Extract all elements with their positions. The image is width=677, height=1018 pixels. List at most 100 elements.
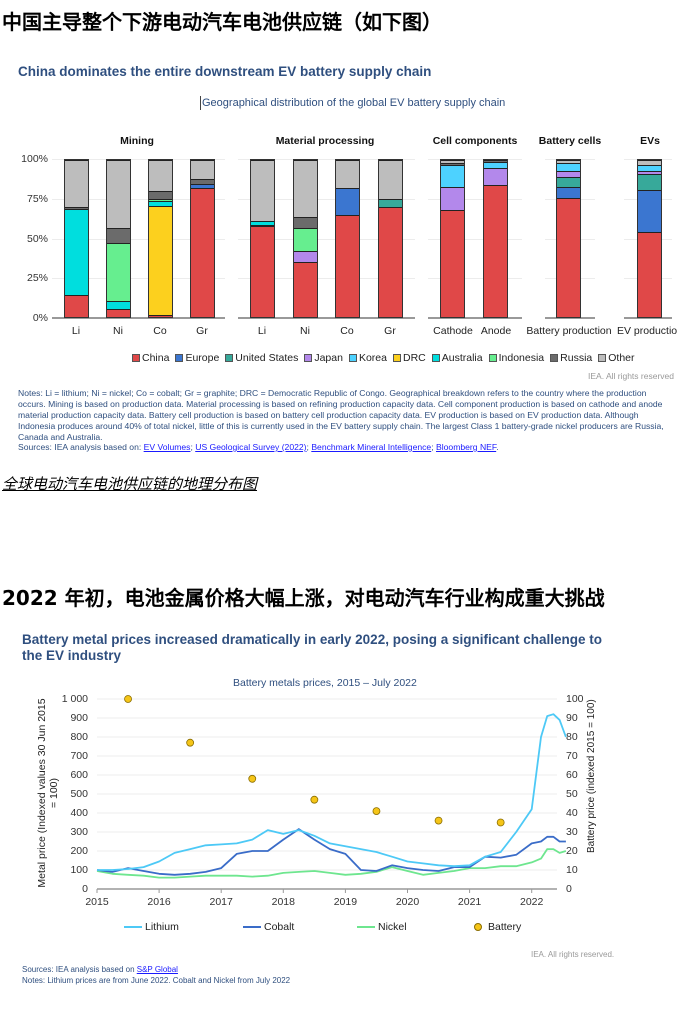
bar-segment-japan [484,167,507,186]
x-tick-label: 2022 [520,896,544,908]
y-tick: 100% [21,153,48,165]
chart1-rights: IEA. All rights reserved [588,371,674,381]
bar-segment-china [379,207,402,317]
nickel-line-swatch-icon [357,926,375,928]
bar-segment-china [149,315,172,317]
y-left-tick: 1 000 [61,693,88,705]
battery-price-point [248,774,257,783]
chart2-subtitle: Battery metals prices, 2015 – July 2022 [233,677,417,689]
bar-segment-indonesia [107,243,130,302]
legend-item-russia: Russia [550,352,592,364]
y-left-tick: 500 [70,788,88,800]
group-label-battery-cells: Battery cells [538,135,602,147]
bar-segment-europe [557,186,580,198]
gridline [428,159,522,160]
bar-segment-australia [251,221,274,226]
bar-segment-japan [441,186,464,211]
chart2-notes: Notes: Lithium prices are from June 2022… [22,976,291,985]
legend-swatch-icon [431,354,440,362]
y-left-tick: 200 [70,845,88,857]
bar-segment-china [251,226,274,317]
bar-segment-korea [484,161,507,168]
battery-price-point [434,816,443,825]
bar-segment-other [107,160,130,228]
category-label: Gr [384,325,396,337]
bar-segment-other [379,160,402,200]
y-tick: 50% [26,233,48,245]
legend-swatch-icon [304,354,313,362]
bar-segment-indonesia [149,199,172,201]
bar-segment-russia [149,191,172,200]
legend-swatch-icon [550,354,559,362]
x-axis-baseline [624,317,672,319]
bar-segment-china [638,232,661,317]
bar-segment-europe [191,183,214,189]
bar-segment-china [557,197,580,317]
legend-item-united-states: United States [225,352,298,364]
source-link-ev-volumes[interactable]: EV Volumes [143,442,191,452]
y-left-tick: 900 [70,712,88,724]
chart2-sources: Sources: IEA analysis based on S&P Globa… [22,965,178,974]
y-left-tick: 400 [70,807,88,819]
sources-prefix: Sources: IEA analysis based on: [18,442,144,452]
y-right-tick: 60 [566,769,578,781]
group-label-material-processing: Material processing [275,135,375,147]
gridline [52,159,225,160]
gridline [428,278,522,280]
legend-swatch-icon [132,354,140,362]
gridline [428,238,522,240]
gridline [238,159,415,160]
legend-swatch-icon [488,354,497,362]
y-tick: 75% [26,193,48,205]
legend-item-nickel: Nickel [357,921,407,933]
legend-item-china: China [132,352,169,364]
chart1-subtitle: Geographical distribution of the global … [202,97,506,109]
category-label: Co [340,325,354,337]
bar-segment-russia [191,178,214,184]
bar-segment-other [557,160,580,164]
bar-segment-australia [107,301,130,310]
stacked-bar [556,159,581,318]
source-link-bnef[interactable]: Bloomberg NEF [436,442,497,452]
bar-segment-drc [149,205,172,316]
category-label: EV production [617,325,677,337]
y-right-tick: 70 [566,750,578,762]
y-left-tick: 100 [70,864,88,876]
legend-item-australia: Australia [431,352,483,364]
bar-segment-europe [336,188,359,215]
legend-item-lithium: Lithium [124,921,179,933]
stacked-bar [483,159,508,318]
bar-segment-australia [149,200,172,206]
bar-segment-other [149,160,172,192]
bar-segment-other [638,160,661,165]
bar-segment-russia [441,163,464,165]
y-left-tick: 800 [70,731,88,743]
bar-segment-russia [65,207,88,209]
x-tick-label: 2020 [395,896,420,908]
cobalt-line [96,828,566,876]
bar-segment-china [484,185,507,317]
legend-item-indonesia: Indonesia [488,352,544,364]
bar-segment-other [336,160,359,189]
bar-segment-australia [65,208,88,296]
y-right-tick: 100 [566,693,584,705]
cobalt-line-swatch-icon [243,926,261,928]
bar-segment-japan [638,171,661,175]
stacked-bar [335,159,360,318]
source-link-sp-global[interactable]: S&P Global [136,965,178,974]
source-link-usgs[interactable]: US Geological Survey (2022) [195,442,307,452]
legend-swatch-icon [175,354,184,362]
x-axis-baseline [238,317,415,319]
stacked-bar [148,159,173,318]
bar-segment-russia [484,160,507,162]
category-label: Cathode [433,325,473,337]
chart1-title: China dominates the entire downstream EV… [18,64,432,79]
gridline [52,278,225,280]
gridline [52,198,225,200]
category-label: Co [153,325,167,337]
stacked-bar [378,159,403,318]
bar-segment-china [294,262,317,317]
y-right-tick: 10 [566,864,578,876]
source-link-benchmark[interactable]: Benchmark Mineral Intelligence [311,442,432,452]
